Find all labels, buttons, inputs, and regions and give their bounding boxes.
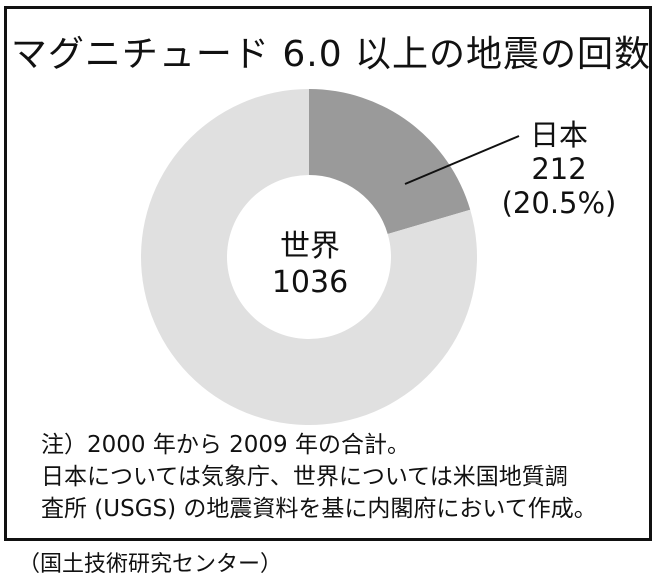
chart-title: マグニチュード 6.0 以上の地震の回数 [10,34,652,75]
japan-value: 212 [531,152,586,186]
source-credit: （国土技術研究センター） [18,552,283,577]
notes: 注）2000 年から 2009 年の合計。 日本については気象庁、世界については… [41,429,597,525]
slice-rest-of-world [140,89,477,425]
slice-japan [309,89,471,234]
note-line: 注）2000 年から 2009 年の合計。 [41,432,410,458]
japan-percent: (20.5%) [502,186,617,220]
world-total: 1036 [272,265,348,300]
note-line: 日本については気象庁、世界については米国地質調 [41,464,568,490]
chart-frame: マグニチュード 6.0 以上の地震の回数 日本 212 (20.5%) 世界 1… [4,6,652,541]
note-line: 査所 (USGS) の地震資料を基に内閣府において作成。 [41,496,597,522]
japan-leader-line [404,135,520,185]
japan-label: 日本 [530,118,588,152]
world-label: 世界 [280,229,340,264]
donut-chart: 日本 212 (20.5%) 世界 1036 [140,89,617,425]
